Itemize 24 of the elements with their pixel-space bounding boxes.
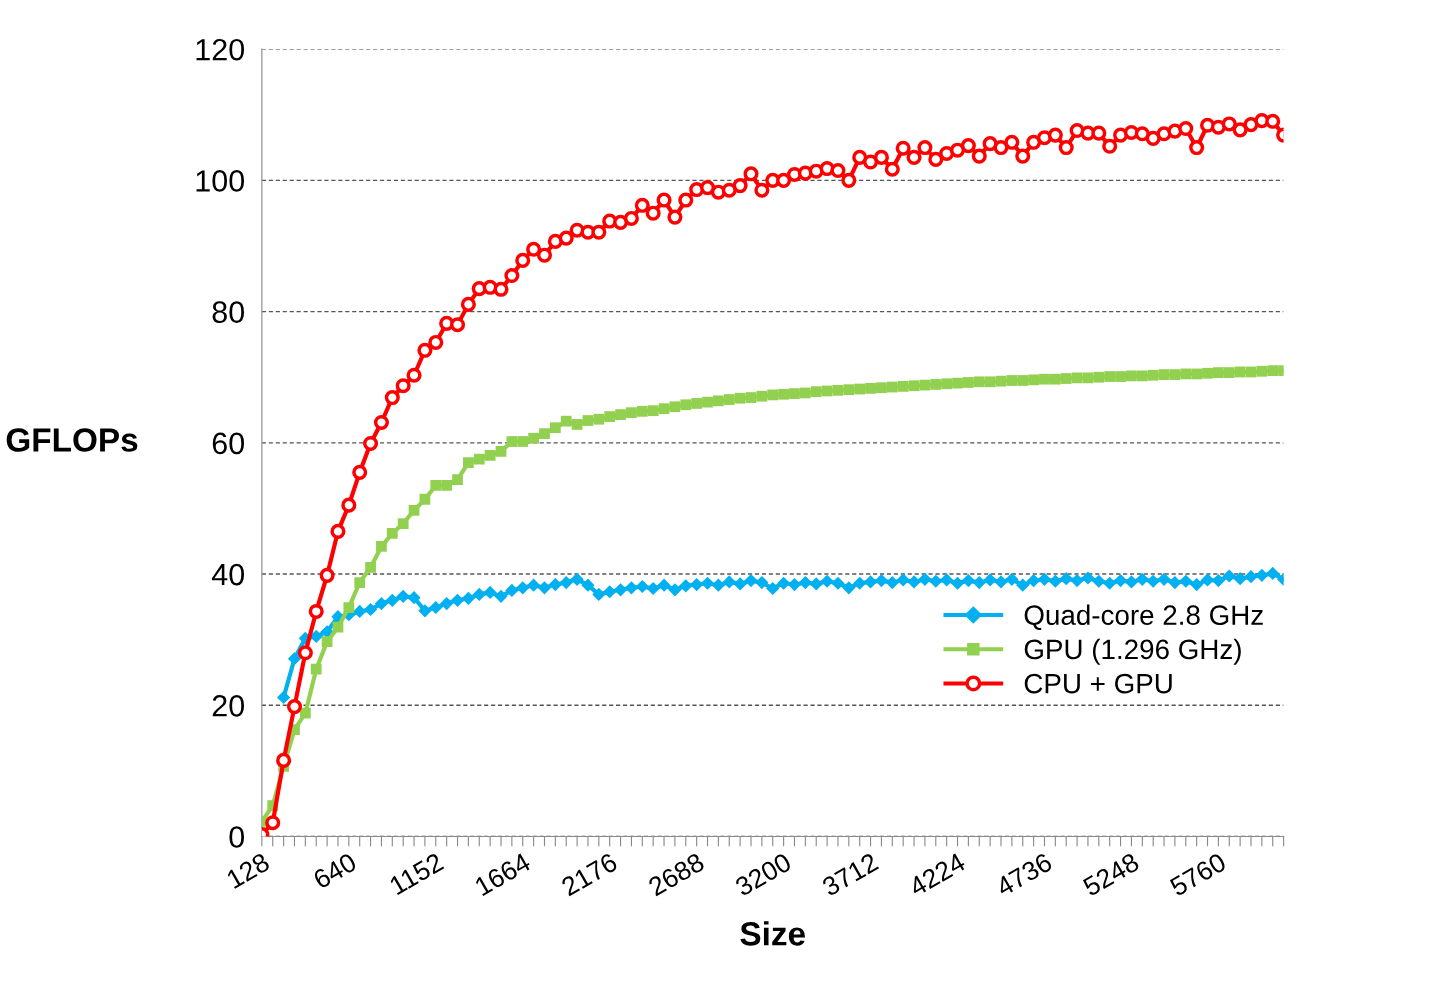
y-tick-label: 80	[212, 301, 245, 323]
y-tick-label: 0	[229, 826, 245, 848]
x-tick-label: 640	[312, 852, 358, 890]
y-tick-label: 120	[196, 38, 245, 61]
legend-label: Quad-core 2.8 GHz	[1024, 604, 1263, 630]
x-tick-label: 3712	[820, 852, 880, 897]
legend-label: GPU (1.296 GHz)	[1024, 638, 1241, 665]
y-tick-label: 100	[196, 170, 245, 192]
x-tick-label: 128	[225, 852, 271, 889]
x-tick-label: 5248	[1081, 852, 1141, 897]
y-tick-label: 60	[212, 432, 245, 455]
x-tick-label: 4224	[907, 852, 967, 897]
x-axis-title: Size	[740, 921, 805, 946]
y-tick-label: 40	[211, 563, 245, 586]
y-axis-title: GFLOPs	[6, 428, 138, 452]
x-tick-label: 4736	[994, 852, 1054, 897]
x-tick-label: 1664	[474, 852, 532, 897]
y-tick-label: 20	[212, 695, 245, 717]
x-tick-label: 2688	[647, 852, 706, 897]
x-tick-label: 1152	[388, 852, 445, 896]
x-tick-label: 3200	[733, 852, 793, 897]
x-tick-label: 5760	[1168, 852, 1228, 897]
x-tick-label: 2176	[560, 852, 619, 897]
legend-label: CPU + GPU	[1024, 673, 1172, 694]
